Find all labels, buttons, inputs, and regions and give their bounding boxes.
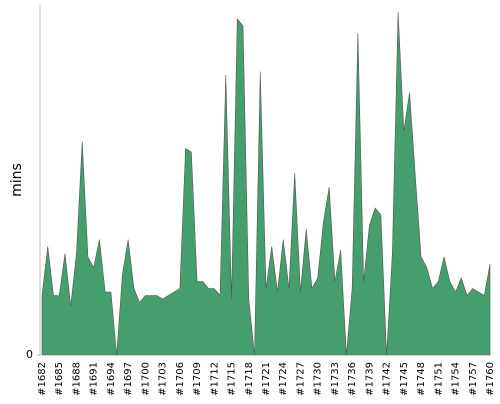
- x-tick-label: #1709: [192, 362, 203, 396]
- x-tick-label: #1745: [399, 362, 410, 396]
- x-tick-label: #1748: [416, 362, 427, 396]
- x-tick-label: #1703: [158, 362, 169, 396]
- x-tick-label: #1691: [89, 362, 100, 396]
- area: [41, 11, 491, 356]
- x-tick-label: #1739: [364, 362, 375, 396]
- x-tick-label: #1682: [37, 362, 48, 396]
- x-tick-label: #1706: [175, 362, 186, 396]
- x-tick-label: #1724: [278, 362, 289, 396]
- y-tick-label: 0: [26, 348, 33, 361]
- x-tick-label: #1757: [468, 362, 479, 396]
- x-tick-label: #1697: [123, 362, 134, 396]
- x-tick-label: #1733: [330, 362, 341, 396]
- x-tick-label: #1727: [295, 362, 306, 396]
- x-tick-label: #1715: [227, 362, 238, 396]
- x-tick-label: #1718: [244, 362, 255, 396]
- x-tick-label: #1742: [382, 362, 393, 396]
- x-tick-label: #1694: [106, 362, 117, 396]
- x-tick-label: #1730: [313, 362, 324, 396]
- x-tick-label: #1751: [433, 362, 444, 396]
- x-tick-label: #1721: [261, 362, 272, 396]
- x-tick-label: #1712: [209, 362, 220, 396]
- x-tick-label: #1754: [451, 362, 462, 396]
- y-axis-label: mins: [9, 163, 25, 197]
- x-tick-label: #1685: [54, 362, 65, 396]
- x-tick-label: #1736: [347, 362, 358, 396]
- x-tick-label: #1700: [140, 362, 151, 396]
- x-tick-label: #1760: [485, 362, 496, 396]
- x-tick-label: #1688: [71, 362, 82, 396]
